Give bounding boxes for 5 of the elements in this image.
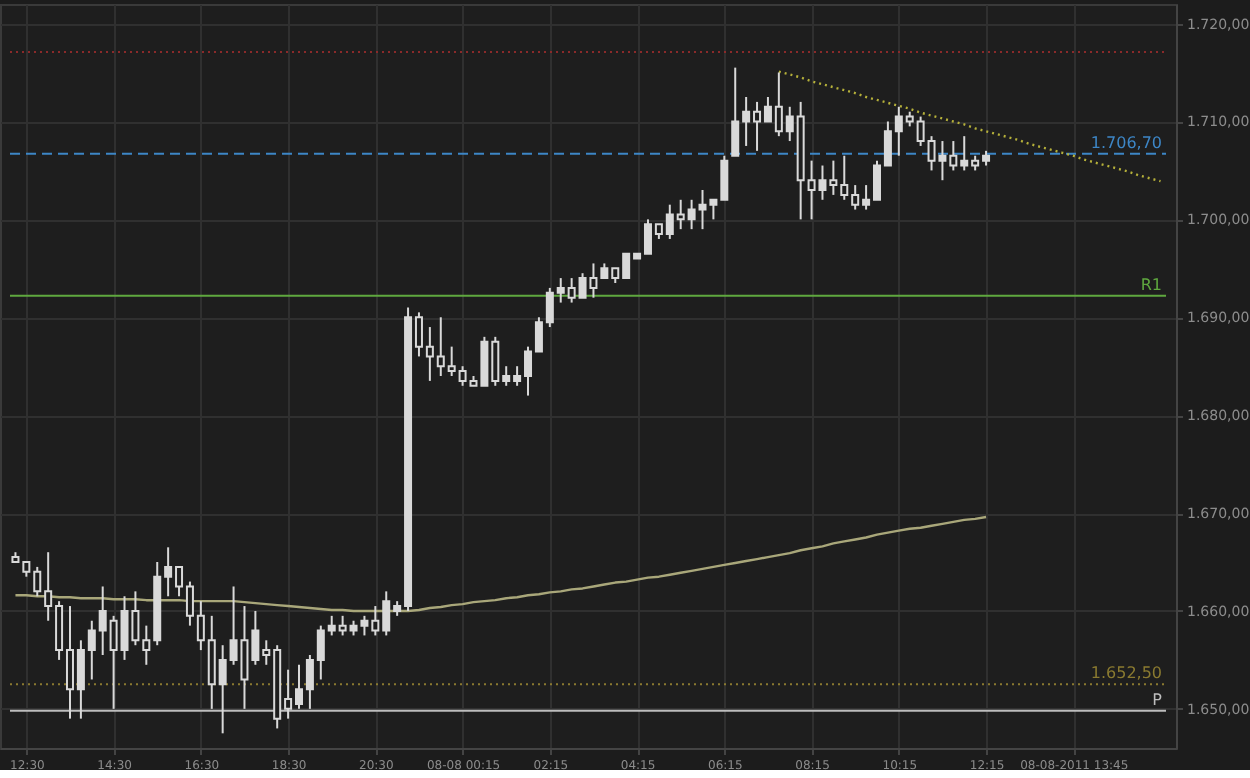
ref-line-label: 1.652,50: [1090, 664, 1162, 683]
ref-line-label: R1: [1140, 275, 1162, 294]
line-series: [777, 70, 1162, 183]
ref-line-label: P: [1152, 690, 1163, 709]
ref-line-label: 1.706,70: [1090, 133, 1162, 152]
